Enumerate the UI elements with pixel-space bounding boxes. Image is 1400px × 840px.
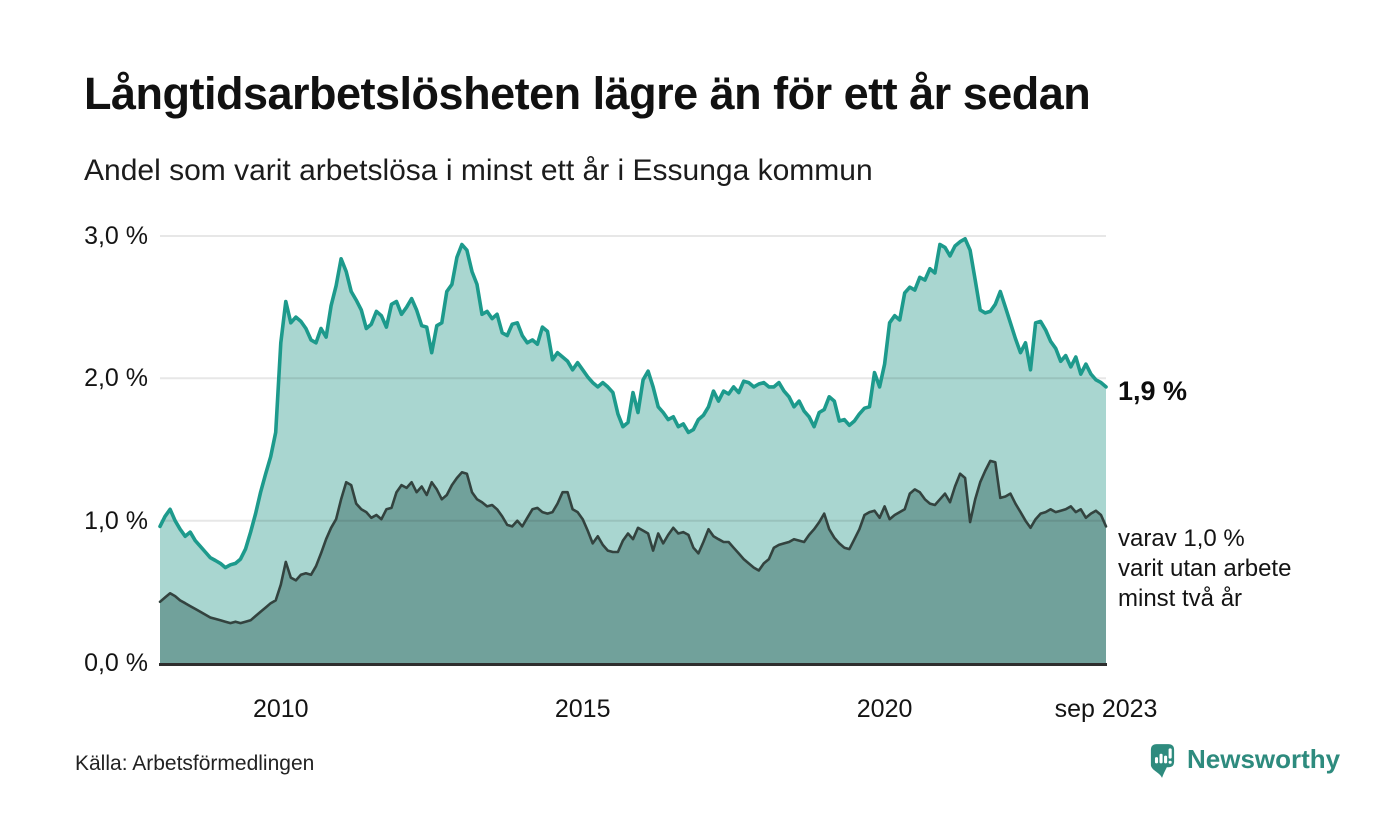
y-tick-label: 2,0 % [84,364,148,393]
x-tick-label: 2015 [554,695,611,723]
x-tick-label: 2010 [252,695,309,723]
two-year-annotation: varav 1,0 % varit utan arbete minst två … [1118,524,1291,614]
page-title: Långtidsarbetslösheten lägre än för ett … [84,68,1091,119]
latest-value-label: 1,9 % [1118,376,1188,406]
annotation-line: varav 1,0 % [1118,525,1245,552]
series-area-1 [160,460,1106,663]
series-line-1 [158,459,1108,625]
newsworthy-logo-icon [1150,744,1175,778]
chart-subtitle: Andel som varit arbetslösa i minst ett å… [84,154,873,187]
newsworthy-wordmark: Newsworthy [1187,744,1341,774]
x-tick-label: 2020 [856,695,913,723]
series-area-0 [160,238,1106,664]
y-tick-label: 3,0 % [84,222,148,250]
newsworthy-logo: Newsworthy [1148,742,1340,779]
x-tick-label: sep 2023 [1054,695,1158,723]
y-tick-label: 1,0 % [84,506,148,535]
y-tick-label: 0,0 % [84,649,148,677]
source-note: Källa: Arbetsförmedlingen [75,752,315,775]
series-line-0 [158,237,1108,570]
annotation-line: varit utan arbete [1118,555,1292,582]
annotation-line: minst två år [1118,585,1243,612]
